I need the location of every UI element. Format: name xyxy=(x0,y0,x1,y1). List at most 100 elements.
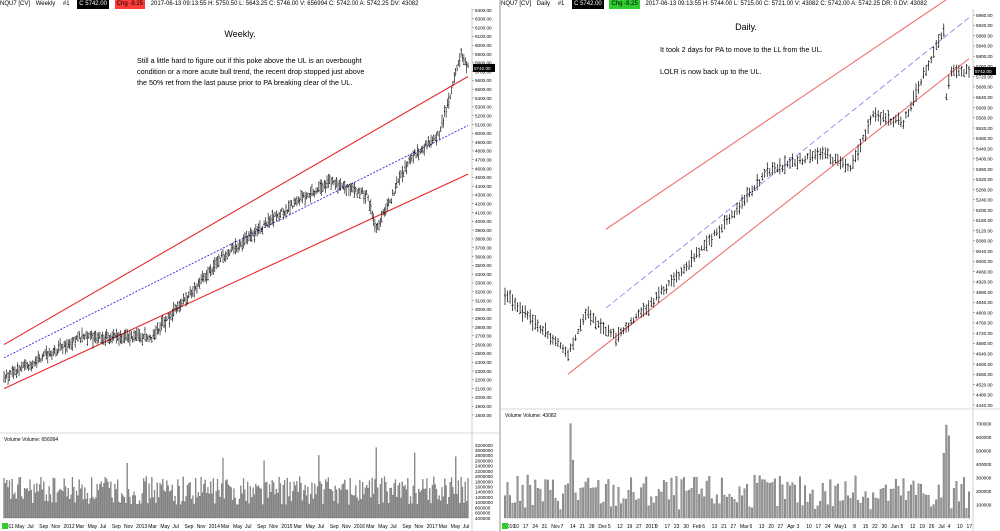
daily-price-bar xyxy=(922,67,925,79)
weekly-volume-bar xyxy=(331,491,334,519)
weekly-volume-bar xyxy=(435,489,438,519)
daily-symbol: NQU7 [CV] xyxy=(501,1,532,7)
daily-volume-bar xyxy=(892,488,895,519)
daily-volume-bar xyxy=(673,495,675,519)
daily-price-bar xyxy=(561,344,565,353)
weekly-price-bar xyxy=(372,213,375,226)
weekly-price-bar xyxy=(34,356,37,366)
weekly-volume-bar xyxy=(418,488,420,519)
weekly-volume-bar xyxy=(78,479,80,519)
daily-volume-bar xyxy=(940,497,943,519)
daily-volume-bar xyxy=(725,496,728,519)
weekly-volume-bar xyxy=(274,494,276,519)
weekly-x-tick-label: Jul xyxy=(27,524,33,530)
weekly-volume-bar xyxy=(60,489,63,519)
weekly-volume-bar xyxy=(54,478,56,519)
weekly-price-bar xyxy=(242,234,245,249)
weekly-volume-bar xyxy=(178,485,180,519)
weekly-price-bar xyxy=(438,131,441,140)
weekly-volume-bar xyxy=(405,489,408,519)
weekly-volume-bar xyxy=(327,477,329,519)
daily-volume-bar xyxy=(907,491,910,519)
weekly-price-bar xyxy=(92,332,94,349)
weekly-price-tick-label: 5200.00 xyxy=(475,113,492,118)
daily-price-tick-label: 4960.00 xyxy=(976,269,993,274)
daily-price-bar xyxy=(665,284,668,294)
weekly-price-bar xyxy=(100,334,102,344)
weekly-volume-bar xyxy=(93,499,95,519)
weekly-price-bar xyxy=(289,200,291,215)
weekly-volume-bar xyxy=(266,481,268,519)
weekly-price-bar xyxy=(283,210,286,217)
weekly-volume-bar xyxy=(459,503,461,519)
weekly-volume-bar xyxy=(181,500,183,519)
weekly-volume-bar xyxy=(208,493,210,519)
weekly-volume-bar xyxy=(426,478,428,519)
weekly-chart-svg[interactable]: 1800.00 1900.00 2000.00 2100.00 2200.00 2300.… xyxy=(0,0,500,531)
weekly-volume-bar xyxy=(201,492,204,519)
daily-price-bar xyxy=(882,109,885,122)
weekly-volume-bar xyxy=(319,481,321,519)
weekly-x-tick-label: May xyxy=(160,524,170,530)
weekly-volume-bar xyxy=(41,489,43,519)
weekly-price-bar xyxy=(327,174,330,189)
weekly-price-bar xyxy=(387,197,390,207)
daily-volume-bar xyxy=(756,482,759,519)
daily-volume-bar xyxy=(635,499,638,519)
weekly-volume-bar xyxy=(3,478,5,519)
weekly-x-tick-label: Mar xyxy=(221,524,230,530)
weekly-volume-bar xyxy=(394,479,397,519)
daily-volume-bar xyxy=(557,501,559,519)
daily-volume-label: Volume Volume: 43082 xyxy=(505,413,557,419)
weekly-price-bar xyxy=(49,350,52,357)
daily-volume-tick-label: 400000 xyxy=(976,462,992,467)
weekly-volume-bar xyxy=(273,482,275,519)
daily-price-bar xyxy=(503,287,507,305)
weekly-price-bar xyxy=(389,199,391,204)
weekly-volume-bar xyxy=(315,494,317,519)
weekly-price-bar xyxy=(341,183,343,189)
weekly-price-bar xyxy=(320,179,323,197)
weekly-volume-bar xyxy=(326,481,328,519)
weekly-price-bar xyxy=(29,360,31,370)
daily-x-tick-label: 10 xyxy=(957,524,963,530)
weekly-volume-bar xyxy=(86,493,89,519)
daily-price-bar xyxy=(579,318,582,332)
weekly-volume-tick-label: 2000000 xyxy=(475,474,493,479)
weekly-volume-bar xyxy=(446,504,449,519)
weekly-price-bar xyxy=(446,98,449,108)
daily-volume-bar xyxy=(925,494,928,519)
weekly-volume-bar xyxy=(337,503,339,519)
daily-price-bar xyxy=(675,269,678,283)
daily-chart-svg[interactable]: 4440.00 4480.00 4520.00 4560.00 4600.00 4640.… xyxy=(501,0,1000,531)
daily-price-bar xyxy=(642,303,645,317)
weekly-price-bar xyxy=(431,136,434,145)
weekly-price-bar xyxy=(397,178,399,183)
daily-volume-bar xyxy=(574,492,577,519)
weekly-price-bar xyxy=(3,370,5,383)
weekly-price-bar xyxy=(40,357,42,363)
daily-price-bar xyxy=(940,32,943,40)
weekly-price-bar xyxy=(216,256,219,268)
daily-volume-bar xyxy=(650,496,653,519)
daily-x-tick-label: 6 xyxy=(702,524,705,530)
daily-volume-bar xyxy=(894,478,897,519)
daily-volume-bar xyxy=(683,477,685,519)
daily-volume-bar xyxy=(905,499,907,519)
weekly-volume-bar xyxy=(108,488,110,519)
weekly-price-bar xyxy=(157,328,160,334)
daily-chart-pane[interactable]: NQU7 [CV] Daily #1 C 5742.00 Chg -9.25 2… xyxy=(501,0,1000,531)
daily-price-bar xyxy=(743,194,746,206)
weekly-price-bar xyxy=(461,53,464,62)
daily-price-bar xyxy=(677,271,681,281)
weekly-price-tick-label: 5400.00 xyxy=(475,96,492,101)
weekly-volume-bar xyxy=(55,502,57,519)
weekly-volume-bar xyxy=(34,492,37,519)
weekly-chart-pane[interactable]: NQU7 [CV] Weekly #1 C 5742.00 Chg -9.25 … xyxy=(0,0,500,531)
weekly-volume-bar xyxy=(390,487,392,519)
daily-volume-bar xyxy=(524,507,527,519)
weekly-price-bar xyxy=(45,345,48,360)
pane-divider[interactable] xyxy=(499,0,501,531)
daily-price-bar xyxy=(564,346,567,357)
weekly-price-tick-label: 6100.00 xyxy=(475,34,492,39)
